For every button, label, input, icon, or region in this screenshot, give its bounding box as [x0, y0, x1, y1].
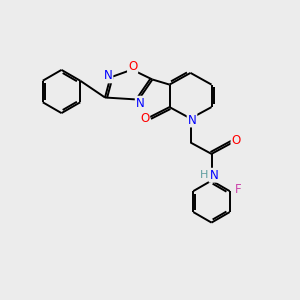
Text: O: O — [232, 134, 241, 147]
Text: O: O — [128, 60, 137, 73]
Text: N: N — [188, 113, 196, 127]
Text: N: N — [209, 169, 218, 182]
Text: F: F — [235, 183, 242, 196]
Text: O: O — [140, 112, 149, 125]
Text: N: N — [136, 97, 145, 110]
Text: N: N — [103, 69, 112, 82]
Text: H: H — [200, 170, 208, 180]
